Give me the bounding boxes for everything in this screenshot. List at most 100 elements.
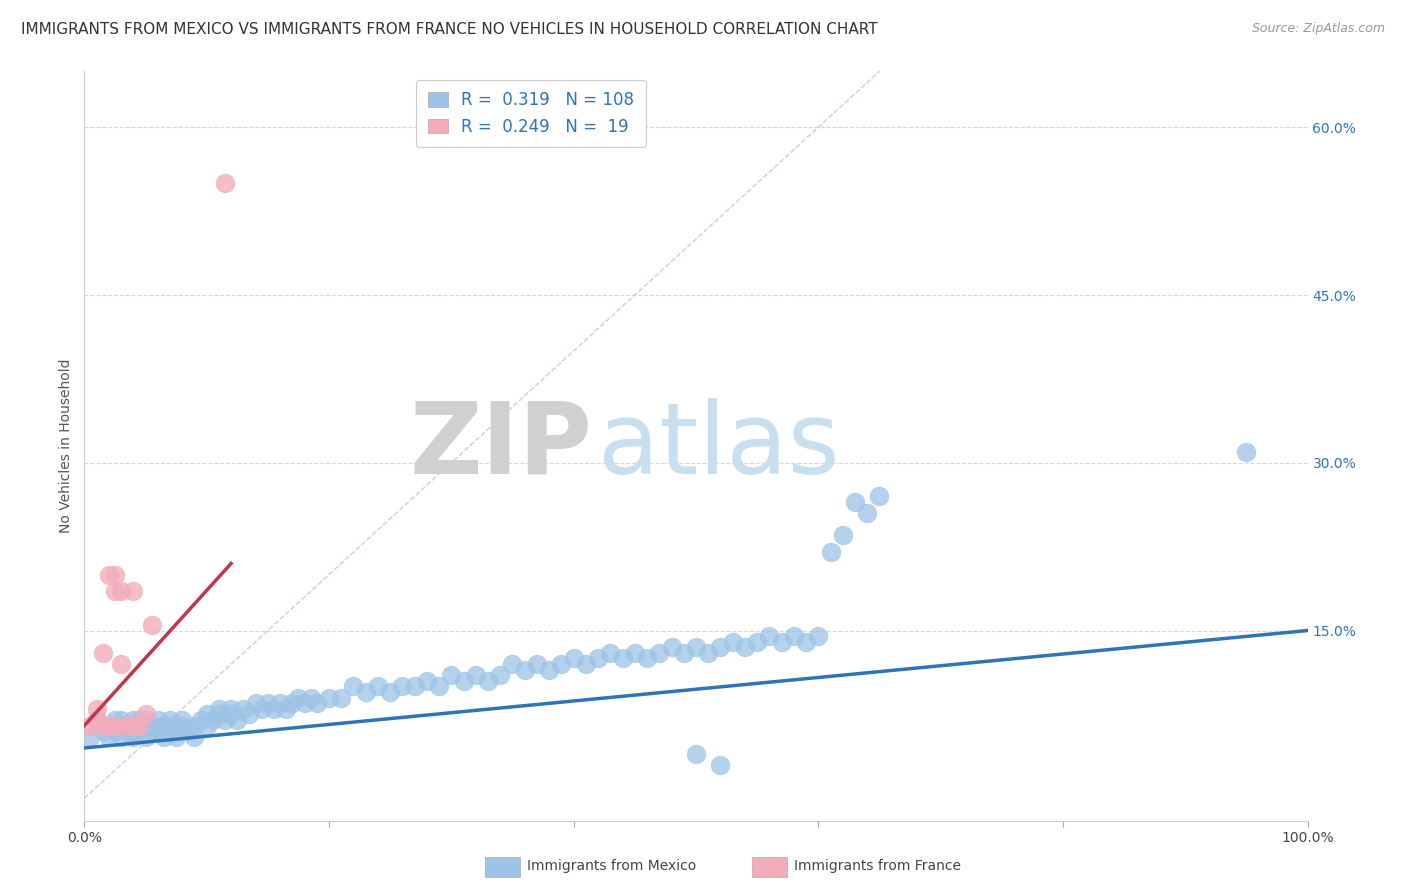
Text: Source: ZipAtlas.com: Source: ZipAtlas.com	[1251, 22, 1385, 36]
Point	[661, 640, 683, 655]
Point	[276, 702, 298, 716]
Point	[214, 176, 236, 190]
Point	[354, 685, 377, 699]
Y-axis label: No Vehicles in Household: No Vehicles in Household	[59, 359, 73, 533]
Point	[238, 707, 260, 722]
Point	[672, 646, 695, 660]
Point	[330, 690, 353, 705]
Point	[513, 663, 536, 677]
Point	[110, 584, 132, 599]
Point	[79, 718, 101, 732]
Point	[172, 718, 194, 732]
Point	[820, 545, 842, 559]
Point	[115, 718, 138, 732]
Point	[416, 673, 439, 688]
Point	[636, 651, 658, 665]
Point	[794, 634, 817, 648]
Point	[135, 730, 157, 744]
Point	[685, 640, 707, 655]
Point	[122, 718, 145, 732]
Point	[146, 713, 169, 727]
Point	[110, 730, 132, 744]
Point	[115, 718, 138, 732]
Point	[91, 646, 114, 660]
Point	[104, 724, 127, 739]
Point	[86, 713, 108, 727]
Point	[367, 680, 389, 694]
Point	[195, 718, 218, 732]
Point	[141, 724, 163, 739]
Text: ZIP: ZIP	[409, 398, 592, 494]
Point	[648, 646, 671, 660]
Point	[747, 634, 769, 648]
Point	[141, 718, 163, 732]
Point	[172, 713, 194, 727]
Point	[1236, 444, 1258, 458]
Point	[146, 724, 169, 739]
Point	[685, 747, 707, 761]
Point	[318, 690, 340, 705]
Point	[612, 651, 634, 665]
Point	[153, 718, 176, 732]
Point	[526, 657, 548, 671]
Point	[122, 713, 145, 727]
Point	[599, 646, 621, 660]
Point	[232, 702, 254, 716]
Point	[734, 640, 756, 655]
Point	[440, 668, 463, 682]
Point	[214, 713, 236, 727]
Point	[153, 730, 176, 744]
Point	[97, 718, 120, 732]
Point	[135, 707, 157, 722]
Point	[219, 702, 242, 716]
Point	[869, 489, 891, 503]
Point	[97, 730, 120, 744]
Point	[721, 634, 744, 648]
Point	[165, 724, 187, 739]
Point	[122, 724, 145, 739]
Point	[697, 646, 720, 660]
Point	[427, 680, 450, 694]
Point	[299, 690, 322, 705]
Point	[104, 567, 127, 582]
Point	[502, 657, 524, 671]
Point	[342, 680, 364, 694]
Point	[269, 696, 291, 710]
Point	[183, 730, 205, 744]
Point	[183, 718, 205, 732]
Point	[219, 707, 242, 722]
Point	[91, 718, 114, 732]
Point	[464, 668, 486, 682]
Point	[110, 713, 132, 727]
Point	[538, 663, 561, 677]
Point	[97, 567, 120, 582]
Point	[709, 640, 731, 655]
Point	[489, 668, 512, 682]
Point	[586, 651, 609, 665]
Point	[263, 702, 285, 716]
Point	[305, 696, 328, 710]
Point	[110, 657, 132, 671]
Point	[135, 713, 157, 727]
Point	[477, 673, 499, 688]
Point	[208, 702, 231, 716]
Point	[122, 718, 145, 732]
Point	[128, 718, 150, 732]
Point	[294, 696, 316, 710]
Point	[91, 724, 114, 739]
Point	[856, 506, 879, 520]
Point	[135, 718, 157, 732]
Point	[86, 702, 108, 716]
Point	[550, 657, 572, 671]
Point	[122, 730, 145, 744]
Point	[281, 696, 304, 710]
Text: Immigrants from Mexico: Immigrants from Mexico	[527, 859, 696, 873]
Point	[115, 724, 138, 739]
Point	[208, 707, 231, 722]
Point	[128, 713, 150, 727]
Point	[250, 702, 273, 716]
Point	[201, 713, 224, 727]
Point	[245, 696, 267, 710]
Point	[104, 718, 127, 732]
Point	[624, 646, 647, 660]
